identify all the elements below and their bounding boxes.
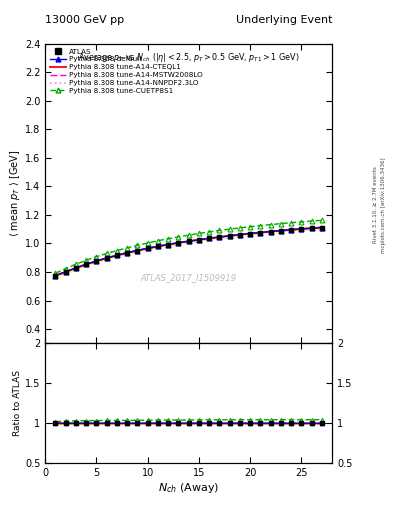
Text: Average $p_T$ vs $N_{ch}$ ($|\eta|<2.5$, $p_T>0.5$ GeV, $p_{T1}>1$ GeV): Average $p_T$ vs $N_{ch}$ ($|\eta|<2.5$,… bbox=[78, 51, 299, 64]
Text: mcplots.cern.ch [arXiv:1306.3436]: mcplots.cern.ch [arXiv:1306.3436] bbox=[381, 157, 386, 252]
X-axis label: $N_{ch}$ (Away): $N_{ch}$ (Away) bbox=[158, 481, 219, 495]
Text: Underlying Event: Underlying Event bbox=[235, 14, 332, 25]
Y-axis label: $\langle$ mean $p_T$ $\rangle$ [GeV]: $\langle$ mean $p_T$ $\rangle$ [GeV] bbox=[8, 150, 22, 237]
Legend: ATLAS, Pythia 8.308 default, Pythia 8.308 tune-A14-CTEQL1, Pythia 8.308 tune-A14: ATLAS, Pythia 8.308 default, Pythia 8.30… bbox=[49, 47, 204, 95]
Text: 13000 GeV pp: 13000 GeV pp bbox=[45, 14, 124, 25]
Text: Rivet 3.1.10, ≥ 2.7M events: Rivet 3.1.10, ≥ 2.7M events bbox=[373, 166, 378, 243]
Text: ATLAS_2017_I1509919: ATLAS_2017_I1509919 bbox=[141, 273, 237, 282]
Y-axis label: Ratio to ATLAS: Ratio to ATLAS bbox=[13, 370, 22, 436]
